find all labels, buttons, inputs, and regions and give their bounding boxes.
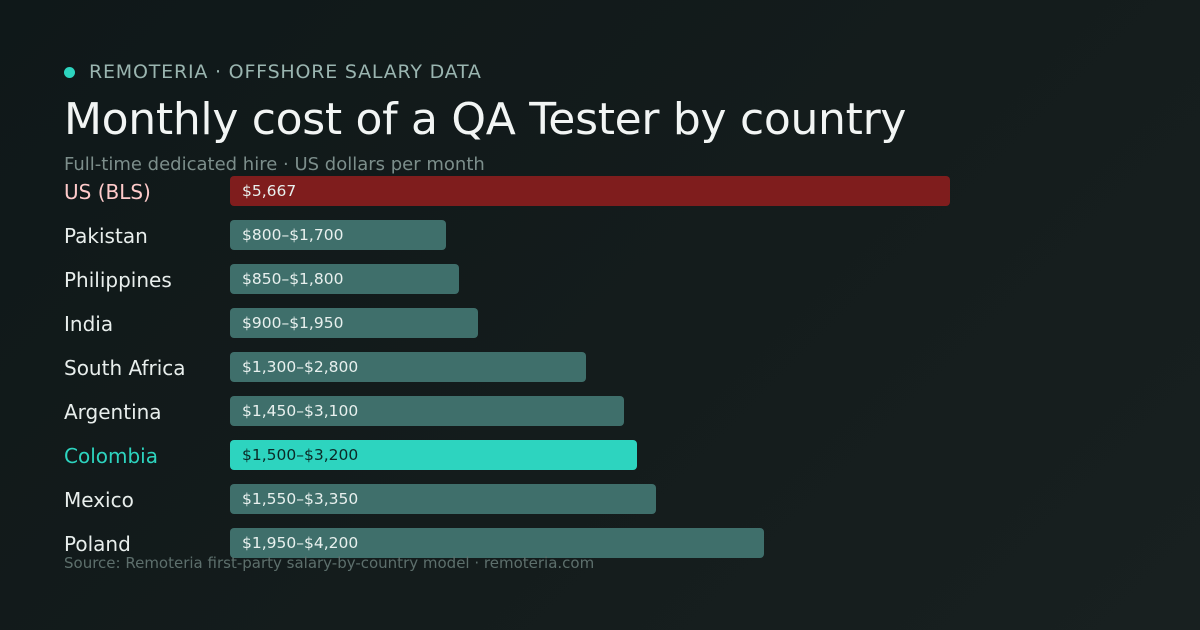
bar-value-label: $1,950–$4,200 [242,534,359,552]
bar [230,396,624,426]
bar-value-label: $900–$1,950 [242,314,344,332]
chart-title: Monthly cost of a QA Tester by country [64,94,907,145]
bar [230,220,446,250]
bar [230,176,950,206]
bar [230,440,637,470]
brand-header: REMOTERIA · OFFSHORE SALARY DATA [64,60,482,84]
bar-value-label: $1,550–$3,350 [242,490,359,508]
bar-value-label: $800–$1,700 [242,226,344,244]
bar [230,528,764,558]
bar-value-label: $850–$1,800 [242,270,344,288]
bar [230,308,478,338]
chart-subtitle: Full-time dedicated hire · US dollars pe… [64,154,485,175]
bar-value-label: $5,667 [242,182,297,200]
category-label: India [64,312,114,336]
category-label: US (BLS) [64,180,151,204]
brand-dot-icon [64,66,75,78]
category-label: Poland [64,532,131,556]
category-label: South Africa [64,356,186,380]
bar-value-label: $1,300–$2,800 [242,358,359,376]
category-label: Colombia [64,444,158,468]
bar-value-label: $1,450–$3,100 [242,402,359,420]
bar-value-label: $1,500–$3,200 [242,446,359,464]
bar [230,264,459,294]
bar [230,484,656,514]
category-label: Pakistan [64,224,148,248]
bar [230,352,586,382]
category-label: Argentina [64,400,162,424]
source-note: Source: Remoteria first-party salary-by-… [64,554,595,572]
category-label: Philippines [64,268,172,292]
category-label: Mexico [64,488,134,512]
brand-label: REMOTERIA · OFFSHORE SALARY DATA [89,61,482,83]
